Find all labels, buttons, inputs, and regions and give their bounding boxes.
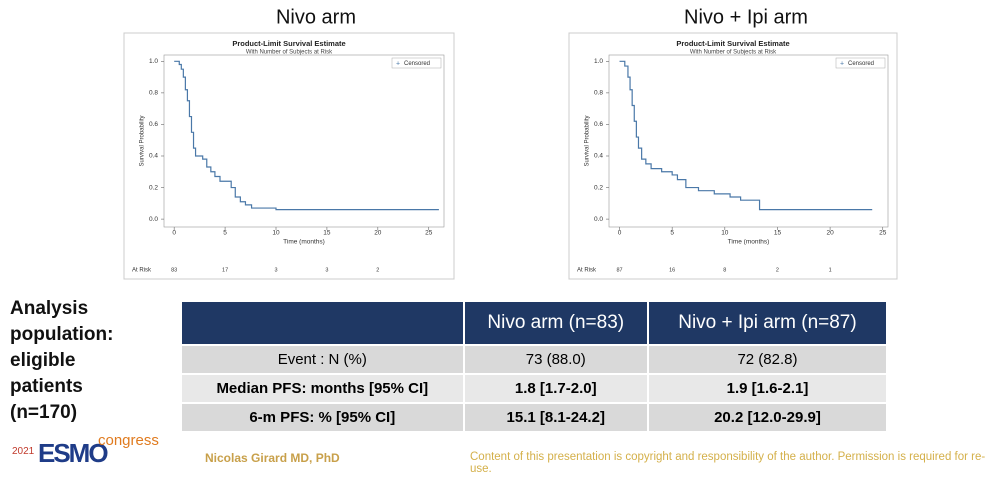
at-risk-label: At Risk — [577, 268, 597, 274]
y-tick-label: 0.6 — [594, 121, 603, 128]
y-tick-label: 1.0 — [149, 58, 158, 65]
chart-frame — [123, 32, 455, 280]
results-table: Nivo arm (n=83) Nivo + Ipi arm (n=87) Eve… — [180, 300, 889, 433]
header-cell: Nivo arm (n=83) — [462, 300, 649, 346]
cell: 15.1 [8.1-24.2] — [462, 402, 649, 433]
author: Nicolas Girard MD, PhD — [205, 451, 340, 465]
at-risk-count: 2 — [776, 267, 779, 273]
chart-title: Product-Limit Survival Estimate — [676, 39, 789, 48]
cell: 1.8 [1.7-2.0] — [462, 373, 649, 404]
at-risk-count: 3 — [274, 267, 277, 273]
survival-curve — [619, 60, 873, 211]
x-tick-label: 10 — [272, 230, 280, 237]
side-line: population: — [10, 324, 114, 345]
legend-box — [391, 57, 442, 69]
x-tick-label: 20 — [374, 230, 382, 237]
header-cell: Nivo + Ipi arm (n=87) — [646, 300, 889, 346]
side-line: patients — [10, 376, 83, 397]
at-risk-count: 83 — [171, 267, 177, 273]
y-tick-label: 0.8 — [594, 90, 603, 97]
header-cell — [180, 300, 465, 346]
x-tick-label: 10 — [721, 230, 729, 237]
chart-subtitle: With Number of Subjects at Risk — [246, 50, 333, 56]
side-text: Analysis population: eligible patients (… — [10, 296, 113, 426]
chart-heading: Nivo + Ipi arm — [684, 6, 808, 28]
y-tick-label: 1.0 — [594, 58, 603, 65]
x-tick-label: 5 — [670, 230, 674, 237]
y-tick-label: 0.6 — [149, 121, 158, 128]
y-tick-label: 0.0 — [594, 216, 603, 223]
at-risk-count: 2 — [376, 267, 379, 273]
at-risk-count: 87 — [616, 267, 622, 273]
x-axis-label: Time (months) — [283, 239, 325, 246]
x-tick-label: 25 — [879, 230, 887, 237]
x-tick-label: 15 — [774, 230, 782, 237]
at-risk-count: 16 — [669, 267, 675, 273]
cell: 1.9 [1.6-2.1] — [646, 373, 889, 404]
side-line: Analysis — [10, 298, 89, 319]
chart-heading: Nivo arm — [276, 6, 356, 28]
survival-curve — [174, 60, 439, 211]
cell: Event : N (%) — [180, 344, 465, 375]
y-tick-label: 0.2 — [149, 184, 158, 191]
x-tick-label: 5 — [223, 230, 227, 237]
x-tick-label: 0 — [618, 230, 622, 237]
x-tick-label: 15 — [323, 230, 331, 237]
y-tick-label: 0.0 — [149, 216, 158, 223]
legend-symbol: + — [396, 60, 400, 67]
legend-label: Censored — [848, 61, 874, 67]
y-axis-label: Survival Probability — [585, 115, 591, 166]
at-risk-count: 3 — [325, 267, 328, 273]
chart-frame — [568, 32, 898, 280]
chart-subtitle: With Number of Subjects at Risk — [690, 50, 777, 56]
at-risk-label: At Risk — [132, 268, 152, 274]
y-axis-label: Survival Probability — [140, 115, 146, 166]
logo: 2021 ESMO congress — [12, 432, 159, 468]
y-tick-label: 0.4 — [594, 153, 603, 160]
cell: 20.2 [12.0-29.9] — [646, 402, 889, 433]
legend-symbol: + — [840, 60, 844, 67]
charts: Nivo arm Product-Limit Survival Estimate W… — [123, 6, 898, 280]
at-risk-count: 1 — [829, 267, 832, 273]
plot-frame — [163, 54, 445, 228]
cell: 6-m PFS: % [95% CI] — [180, 402, 465, 433]
at-risk-count: 17 — [222, 267, 228, 273]
logo-suffix: congress — [98, 432, 159, 449]
at-risk-count: 8 — [723, 267, 726, 273]
x-axis-label: Time (months) — [728, 239, 770, 246]
notice: Content of this presentation is copyrigh… — [470, 451, 986, 475]
legend-label: Censored — [404, 61, 430, 67]
chart-title: Product-Limit Survival Estimate — [232, 39, 345, 48]
x-tick-label: 0 — [172, 230, 176, 237]
y-tick-label: 0.2 — [594, 184, 603, 191]
cell: 72 (82.8) — [646, 344, 889, 375]
y-tick-label: 0.4 — [149, 153, 158, 160]
x-tick-label: 25 — [425, 230, 433, 237]
plot-frame — [608, 54, 889, 228]
logo-year: 2021 — [12, 446, 35, 457]
cell: 73 (88.0) — [462, 344, 649, 375]
side-line: (n=170) — [10, 402, 78, 423]
x-tick-label: 20 — [826, 230, 834, 237]
logo-name: ESMO — [38, 438, 109, 468]
legend-box — [835, 57, 886, 69]
cell: Median PFS: months [95% CI] — [180, 373, 465, 404]
y-tick-label: 0.8 — [149, 90, 158, 97]
side-line: eligible — [10, 350, 76, 371]
